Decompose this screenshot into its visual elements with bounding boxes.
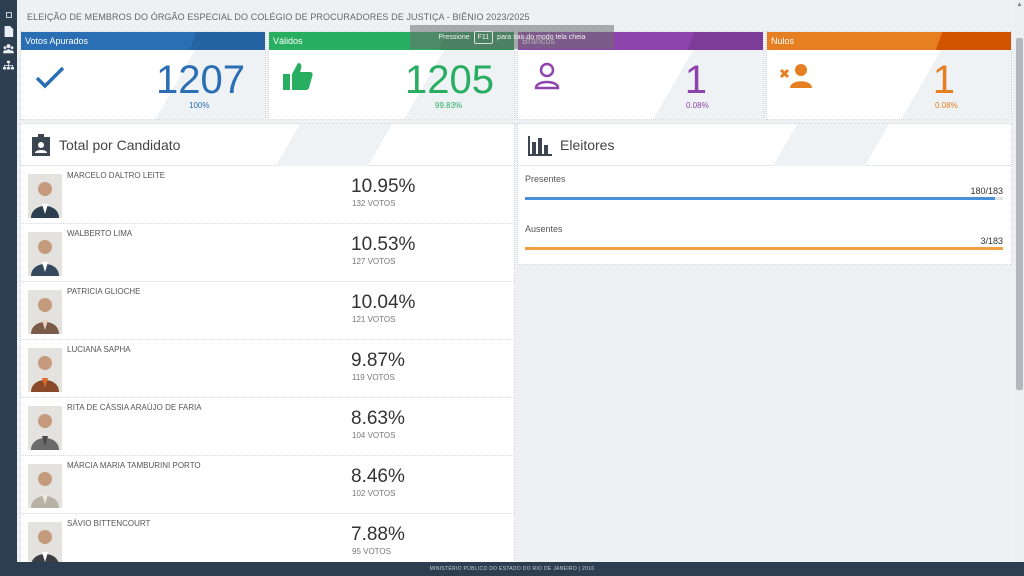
menu-toggle-icon[interactable]	[2, 8, 15, 21]
candidate-percent: 7.88%	[351, 524, 405, 545]
candidate-name: MÁRCIA MARIA TAMBURINI PORTO	[67, 461, 201, 470]
scrollbar[interactable]: ▲	[1015, 0, 1024, 562]
panel-title: Total por Candidato	[59, 136, 181, 153]
hint-key: F11	[473, 30, 494, 44]
ausentes-label: Ausentes	[525, 224, 563, 234]
id-badge-icon	[31, 133, 51, 156]
candidate-row: PATRICIA GLIOCHE 10.04% 121 VOTOS	[21, 282, 514, 340]
check-icon	[33, 60, 67, 94]
candidate-votes: 95 VOTOS	[352, 547, 391, 556]
page-title: ELEIÇÃO DE MEMBROS DO ÓRGÃO ESPECIAL DO …	[27, 12, 530, 22]
candidate-votes: 119 VOTOS	[352, 373, 395, 382]
bar-chart-icon	[528, 134, 552, 156]
candidate-photo	[28, 290, 62, 334]
presentes-bar	[525, 197, 1003, 200]
candidate-votes: 104 VOTOS	[352, 431, 396, 440]
candidate-row: SÁVIO BITTENCOURT 7.88% 95 VOTOS	[21, 514, 514, 562]
card-value: 1	[684, 58, 707, 102]
panel-title: Eleitores	[560, 136, 615, 153]
candidate-percent: 10.95%	[351, 176, 416, 197]
presentes-label: Presentes	[525, 174, 566, 184]
card-percent: 0.08%	[935, 101, 958, 110]
presentes-bar-fill	[525, 197, 996, 200]
candidate-votes: 102 VOTOS	[352, 489, 396, 498]
voters-presentes-row: Presentes 180/183	[518, 166, 1011, 216]
fullscreen-hint: Pressione F11 para sair do modo tela che…	[410, 25, 614, 49]
card-value: 1	[932, 58, 955, 102]
candidate-row: MÁRCIA MARIA TAMBURINI PORTO 8.46% 102 VOT…	[21, 456, 514, 514]
card-value: 1205	[405, 58, 494, 102]
user-x-icon	[779, 60, 813, 94]
candidate-row: WALBERTO LIMA 10.53% 127 VOTOS	[21, 224, 514, 282]
document-icon[interactable]	[2, 25, 15, 38]
candidate-name: WALBERTO LIMA	[67, 229, 133, 238]
candidate-name: SÁVIO BITTENCOURT	[67, 519, 151, 528]
users-icon[interactable]	[2, 42, 15, 55]
card-percent: 100%	[189, 101, 210, 110]
voters-panel-header: Eleitores	[518, 124, 1011, 166]
candidate-name: MARCELO DALTRO LEITE	[67, 171, 166, 180]
candidate-percent: 10.04%	[351, 292, 416, 313]
candidate-percent: 8.63%	[351, 408, 405, 429]
presentes-count: 180/183	[970, 186, 1003, 196]
candidate-percent: 9.87%	[351, 350, 405, 371]
candidates-panel: Total por Candidato MARCELO DALTRO LEITE…	[20, 123, 515, 563]
ausentes-bar-fill	[525, 247, 1003, 250]
candidate-photo	[28, 406, 62, 450]
candidate-name: RITA DE CÁSSIA ARAÚJO DE FARIA	[67, 403, 202, 412]
candidate-votes: 132 VOTOS	[352, 199, 396, 208]
candidate-votes: 121 VOTOS	[352, 315, 396, 324]
scroll-up-arrow[interactable]: ▲	[1016, 2, 1023, 8]
candidates-panel-header: Total por Candidato	[21, 124, 514, 166]
thumbs-up-icon	[281, 60, 315, 94]
hint-text: Pressione	[438, 33, 470, 41]
candidate-list: MARCELO DALTRO LEITE 10.95% 132 VOTOS WALBE…	[21, 166, 514, 562]
card-nulos: Nulos 1 0.08%	[766, 31, 1012, 120]
candidate-photo	[28, 232, 62, 276]
candidate-photo	[28, 522, 62, 562]
voters-ausentes-row: Ausentes 3/183	[518, 216, 1011, 264]
footer: MINISTÉRIO PÚBLICO DO ESTADO DO RIO DE J…	[0, 562, 1024, 576]
card-label: Nulos	[767, 32, 1011, 50]
card-votos-apurados: Votos Apurados 1207 100%	[20, 31, 266, 120]
scrollbar-thumb[interactable]	[1016, 38, 1023, 390]
candidate-row: LUCIANA SAPHA 9.87% 119 VOTOS	[21, 340, 514, 398]
card-value: 1207	[156, 58, 245, 102]
card-label: Votos Apurados	[21, 32, 265, 50]
ausentes-bar	[525, 247, 1003, 250]
candidate-name: PATRICIA GLIOCHE	[67, 287, 141, 296]
candidate-name: LUCIANA SAPHA	[67, 345, 131, 354]
candidate-row: RITA DE CÁSSIA ARAÚJO DE FARIA 8.63% 104 V…	[21, 398, 514, 456]
candidate-votes: 127 VOTOS	[352, 257, 396, 266]
candidate-row: MARCELO DALTRO LEITE 10.95% 132 VOTOS	[21, 166, 514, 224]
ausentes-count: 3/183	[980, 236, 1003, 246]
candidate-photo	[28, 174, 62, 218]
sitemap-icon[interactable]	[2, 59, 15, 72]
candidate-percent: 10.53%	[351, 234, 416, 255]
candidate-photo	[28, 464, 62, 508]
voters-panel: Eleitores Presentes 180/183 Ausentes 3/1…	[517, 123, 1012, 265]
user-icon	[530, 60, 564, 94]
sidebar	[0, 0, 17, 576]
candidate-percent: 8.46%	[351, 466, 405, 487]
candidate-photo	[28, 348, 62, 392]
card-percent: 99.83%	[435, 101, 463, 110]
card-validos: Válidos 1205 99.83%	[268, 31, 515, 120]
card-percent: 0.08%	[686, 101, 709, 110]
hint-text: para sair do modo tela cheia	[497, 33, 586, 41]
